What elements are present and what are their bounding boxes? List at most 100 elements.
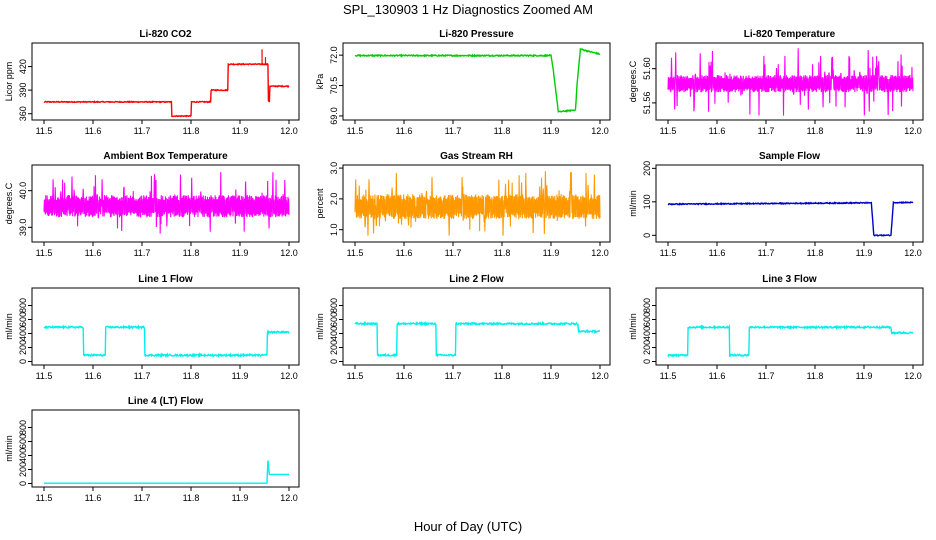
y-axis-label: degrees.C bbox=[628, 60, 638, 102]
x-tick-label: 11.9 bbox=[856, 371, 873, 381]
x-tick-label: 11.8 bbox=[183, 126, 200, 136]
panel-0: Li-820 CO2 Licor ppm 360 390 420 11.5 11.6 11.7… bbox=[4, 29, 300, 136]
y-tick-label: 1.0 bbox=[329, 223, 339, 236]
y-tick-label: 600 bbox=[18, 312, 28, 327]
y-axis-label: degrees.C bbox=[4, 182, 14, 224]
series-line bbox=[354, 320, 601, 358]
y-axis-label: ml/min bbox=[4, 313, 14, 340]
x-tick-label: 12.0 bbox=[280, 493, 298, 503]
plot-frame bbox=[31, 409, 300, 488]
x-tick-label: 12.0 bbox=[280, 126, 298, 136]
y-tick-label: 400 bbox=[18, 326, 28, 341]
plot-frame bbox=[342, 287, 611, 366]
plot-frame bbox=[655, 42, 924, 121]
y-tick-label: 39.0 bbox=[18, 219, 28, 237]
y-tick-label: 400 bbox=[329, 326, 339, 341]
x-tick-label: 11.9 bbox=[543, 126, 560, 136]
x-tick-label: 11.5 bbox=[36, 248, 53, 258]
y-axis-label: ml/min bbox=[628, 313, 638, 340]
panel-title: Line 4 (LT) Flow bbox=[128, 396, 204, 407]
x-tick-label: 11.6 bbox=[709, 371, 726, 381]
x-tick-label: 12.0 bbox=[280, 248, 298, 258]
x-tick-label: 11.6 bbox=[396, 126, 413, 136]
x-tick-label: 11.9 bbox=[856, 126, 873, 136]
x-tick-label: 11.8 bbox=[183, 493, 200, 503]
series bbox=[667, 48, 914, 116]
x-tick-label: 11.5 bbox=[660, 248, 677, 258]
x-tick-label: 11.5 bbox=[660, 371, 677, 381]
x-tick-label: 11.7 bbox=[134, 126, 151, 136]
x-tick-label: 11.9 bbox=[232, 248, 249, 258]
y-tick-label: 200 bbox=[18, 340, 28, 355]
y-tick-label: 0 bbox=[642, 359, 652, 364]
plot-frame bbox=[342, 42, 611, 121]
x-tick-label: 11.5 bbox=[36, 493, 53, 503]
series bbox=[354, 48, 601, 113]
x-tick-label: 11.9 bbox=[232, 126, 249, 136]
x-tick-label: 11.8 bbox=[494, 126, 511, 136]
x-tick-label: 11.8 bbox=[807, 126, 824, 136]
panel-title: Li-820 Temperature bbox=[744, 29, 836, 40]
x-tick-label: 11.8 bbox=[183, 248, 200, 258]
panel-title: Line 1 Flow bbox=[138, 274, 193, 285]
panel-title: Gas Stream RH bbox=[440, 151, 513, 162]
x-tick-label: 11.7 bbox=[445, 371, 462, 381]
series-line bbox=[43, 62, 290, 118]
y-axis-label: ml/min bbox=[315, 313, 325, 340]
x-tick-label: 11.7 bbox=[758, 248, 775, 258]
plot-frame bbox=[655, 164, 924, 243]
y-tick-label: 40.0 bbox=[18, 182, 28, 200]
y-tick-label: 400 bbox=[642, 326, 652, 341]
series-line bbox=[354, 48, 601, 113]
x-tick-label: 11.9 bbox=[543, 248, 560, 258]
y-tick-label: 0 bbox=[642, 233, 652, 238]
x-tick-label: 11.9 bbox=[232, 493, 249, 503]
x-tick-label: 11.8 bbox=[807, 371, 824, 381]
series-line bbox=[43, 172, 290, 234]
x-tick-label: 11.8 bbox=[183, 371, 200, 381]
x-tick-label: 11.8 bbox=[494, 371, 511, 381]
figure-title: SPL_130903 1 Hz Diagnostics Zoomed AM bbox=[343, 2, 593, 17]
x-tick-label: 11.7 bbox=[134, 493, 151, 503]
y-tick-label: 3.0 bbox=[329, 162, 339, 175]
x-tick-label: 12.0 bbox=[591, 126, 609, 136]
x-tick-label: 11.6 bbox=[85, 371, 102, 381]
y-axis-label: Licor ppm bbox=[4, 62, 14, 102]
panel-2: Li-820 Temperature degrees.C 51.56 51.60 11.… bbox=[628, 29, 924, 136]
x-tick-label: 11.9 bbox=[543, 371, 560, 381]
y-tick-label: 0 bbox=[18, 481, 28, 486]
y-tick-label: 0 bbox=[18, 359, 28, 364]
series bbox=[43, 324, 290, 359]
x-tick-label: 12.0 bbox=[904, 371, 922, 381]
y-tick-label: 200 bbox=[642, 161, 652, 176]
panel-title: Li-820 CO2 bbox=[139, 29, 192, 40]
series bbox=[354, 320, 601, 358]
x-tick-label: 12.0 bbox=[904, 126, 922, 136]
y-axis-label: ml/min bbox=[628, 190, 638, 217]
x-tick-label: 11.6 bbox=[396, 371, 413, 381]
y-tick-label: 100 bbox=[642, 194, 652, 209]
y-tick-label: 420 bbox=[18, 59, 28, 74]
panel-title: Line 2 Flow bbox=[449, 274, 504, 285]
series-line bbox=[354, 171, 601, 236]
x-tick-label: 11.5 bbox=[36, 371, 53, 381]
series bbox=[354, 171, 601, 236]
series-line bbox=[44, 460, 289, 484]
y-tick-label: 70.5 bbox=[329, 77, 339, 95]
y-tick-label: 51.56 bbox=[642, 92, 652, 115]
x-tick-label: 11.7 bbox=[134, 371, 151, 381]
panel-3: Ambient Box Temperature degrees.C 39.0 40.0… bbox=[4, 151, 300, 258]
y-tick-label: 800 bbox=[329, 298, 339, 313]
plot-frame bbox=[31, 287, 300, 366]
y-tick-label: 800 bbox=[18, 298, 28, 313]
y-tick-label: 600 bbox=[18, 434, 28, 449]
x-tick-label: 11.7 bbox=[445, 248, 462, 258]
series bbox=[44, 460, 289, 484]
y-tick-label: 0 bbox=[329, 359, 339, 364]
y-axis-label: ml/min bbox=[4, 435, 14, 462]
series-line bbox=[43, 324, 290, 359]
x-tick-label: 11.9 bbox=[856, 248, 873, 258]
panel-title: Sample Flow bbox=[759, 151, 820, 162]
